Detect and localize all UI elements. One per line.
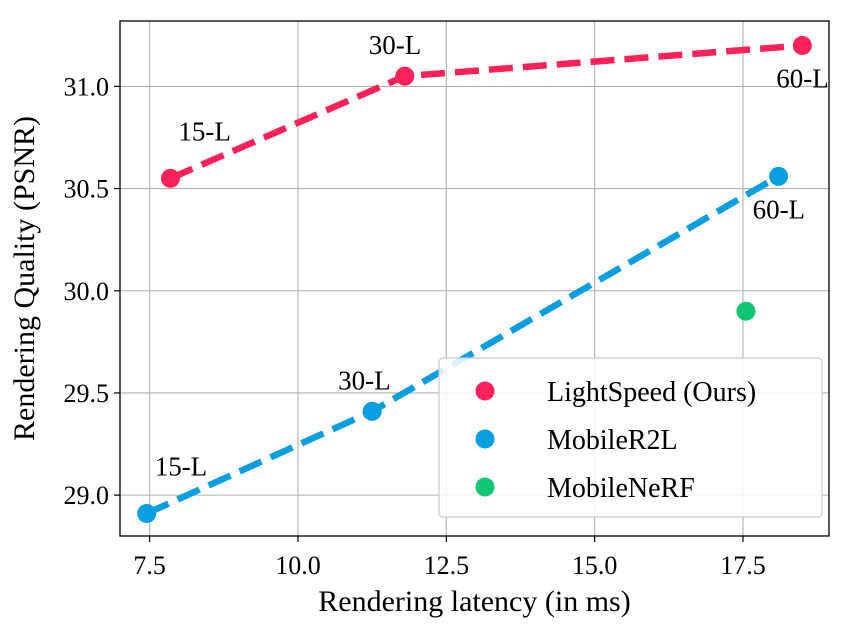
point-label: 15-L: [155, 452, 207, 482]
y-axis-title: Rendering Quality (PSNR): [8, 116, 41, 441]
x-tick-label: 7.5: [133, 551, 166, 580]
point-label: 30-L: [369, 30, 421, 60]
x-tick-label: 10.0: [275, 551, 321, 580]
legend-marker: [475, 381, 495, 401]
y-tick-label: 31.0: [64, 72, 110, 101]
data-point: [792, 36, 812, 56]
legend-label: MobileNeRF: [547, 473, 695, 504]
y-tick-label: 30.5: [64, 175, 110, 204]
data-point: [736, 301, 756, 321]
point-labels: 15-L 30-L 60-L 15-L 30-L 60-L: [155, 30, 829, 481]
point-label: 30-L: [338, 365, 390, 395]
plot-frame: [119, 20, 830, 537]
point-label: 15-L: [178, 116, 230, 146]
legend-marker: [475, 429, 495, 449]
point-label: 60-L: [776, 64, 828, 94]
data-point: [395, 66, 415, 86]
x-tick-label: 12.5: [424, 551, 470, 580]
point-label: 60-L: [753, 194, 805, 224]
legend-box: [438, 357, 823, 518]
y-tick-label: 30.0: [64, 277, 110, 306]
data-point: [769, 166, 789, 186]
x-tick-label: 17.5: [720, 551, 766, 580]
legend: LightSpeed (Ours) MobileR2L MobileNeRF: [438, 357, 823, 518]
data-point: [137, 504, 157, 524]
y-tick-label: 29.5: [64, 379, 110, 408]
data-point: [362, 401, 382, 421]
legend-label: LightSpeed (Ours): [547, 377, 756, 408]
series-points: [137, 36, 812, 524]
x-tick-label: 15.0: [572, 551, 618, 580]
axis-ticks: 7.5 10.0 12.5 15.0 17.5 29.0 29.5 30.0 30.5 31.0: [64, 72, 766, 580]
y-tick-label: 29.0: [64, 481, 110, 510]
x-axis-title: Rendering latency (in ms): [318, 585, 630, 618]
data-point: [160, 168, 180, 188]
legend-label: MobileR2L: [547, 425, 678, 456]
legend-marker: [475, 477, 495, 497]
